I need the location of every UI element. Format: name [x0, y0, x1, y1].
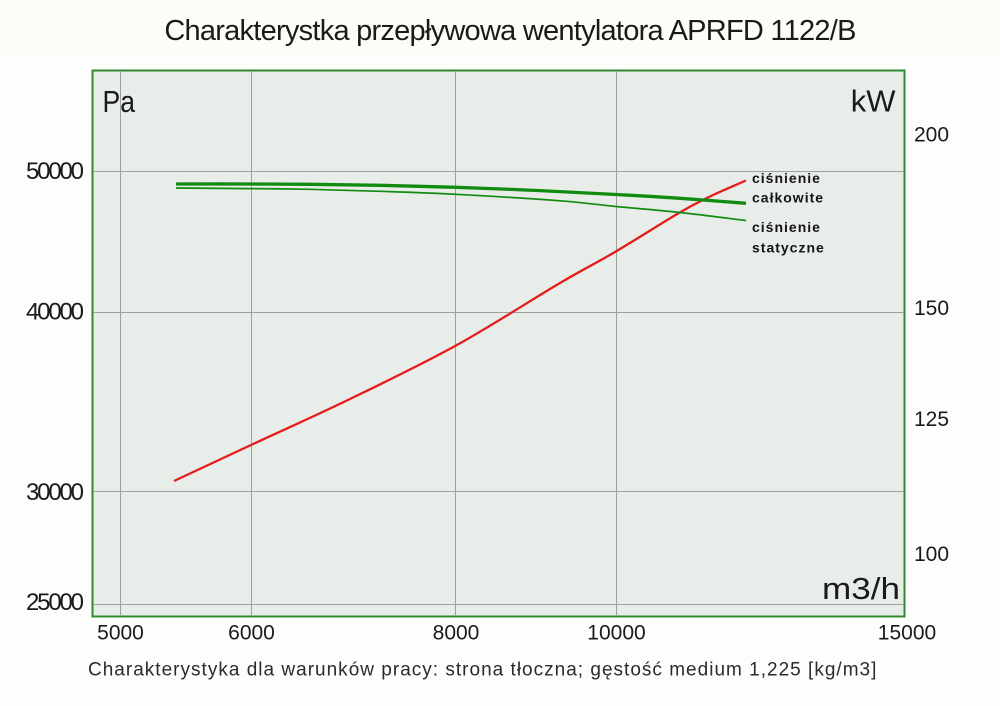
- svg-text:6000: 6000: [228, 622, 275, 645]
- svg-text:ciśnienie: ciśnienie: [752, 219, 821, 235]
- svg-text:Pa: Pa: [103, 84, 136, 119]
- svg-text:50000: 50000: [26, 158, 84, 185]
- svg-text:10000: 10000: [587, 622, 645, 645]
- svg-text:25000: 25000: [26, 589, 84, 616]
- svg-text:30000: 30000: [26, 479, 84, 506]
- svg-text:Charakterystka przepływowa wen: Charakterystka przepływowa wentylatora A…: [164, 15, 855, 47]
- svg-text:15000: 15000: [878, 622, 936, 645]
- svg-text:8000: 8000: [433, 622, 480, 645]
- svg-text:ciśnienie: ciśnienie: [752, 170, 821, 186]
- svg-text:Charakterystyka dla warunków p: Charakterystyka dla warunków pracy: stro…: [88, 660, 877, 681]
- svg-text:150: 150: [914, 297, 949, 320]
- svg-text:100: 100: [914, 543, 949, 566]
- svg-text:m3/h: m3/h: [822, 571, 900, 606]
- svg-text:kW: kW: [851, 84, 897, 119]
- svg-text:całkowite: całkowite: [752, 190, 824, 206]
- svg-text:40000: 40000: [26, 299, 84, 326]
- svg-text:200: 200: [914, 124, 949, 147]
- svg-text:5000: 5000: [97, 622, 144, 645]
- svg-text:statyczne: statyczne: [752, 240, 825, 256]
- svg-text:125: 125: [914, 408, 949, 431]
